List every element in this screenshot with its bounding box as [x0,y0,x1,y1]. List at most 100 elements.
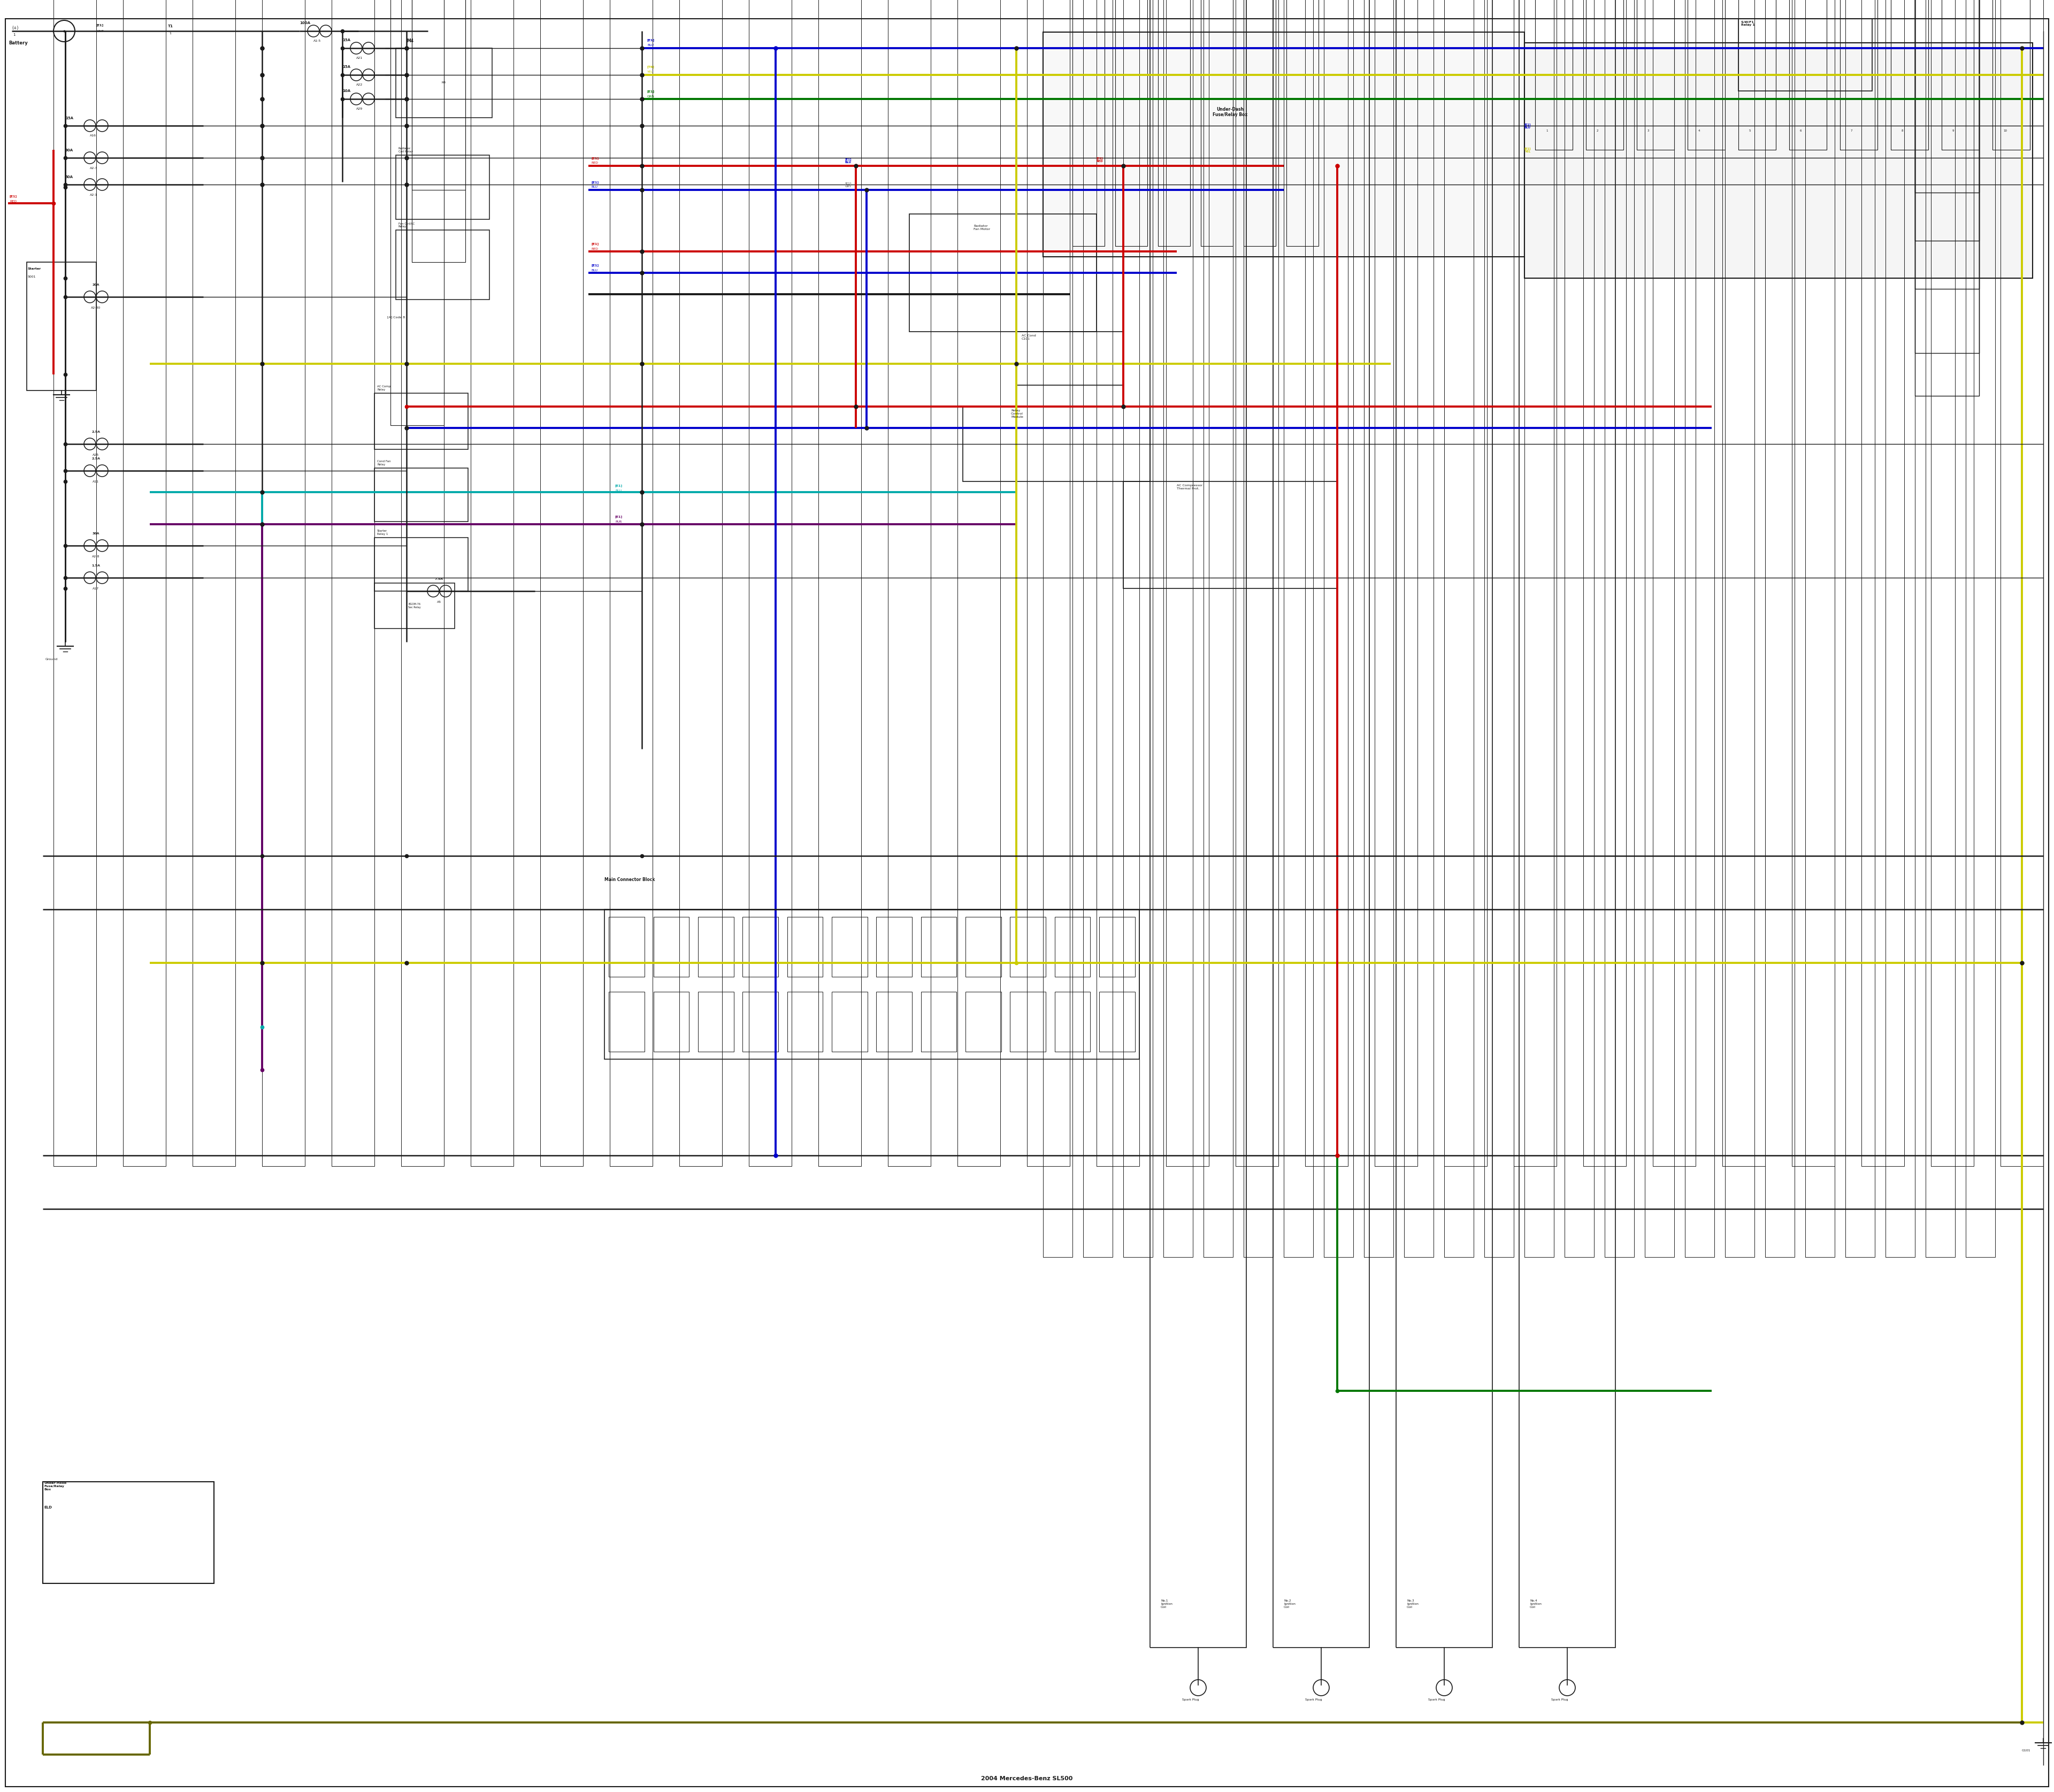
Bar [1914,0,1980,396]
Text: 1: 1 [12,34,14,36]
Bar [1444,0,1487,1167]
Bar [1374,0,1417,1167]
Bar [1167,0,1210,1167]
Bar [920,991,957,1052]
Bar [965,918,1000,977]
Bar [413,0,466,262]
Bar [1604,0,1635,1256]
Bar [1204,0,1232,1256]
Text: Under-Hood
Fuse/Relay
Box: Under-Hood Fuse/Relay Box [43,1482,66,1491]
Text: 1: 1 [168,32,170,34]
Bar [877,918,912,977]
Bar [1520,0,1614,1647]
Bar [653,918,690,977]
Bar [1861,0,1904,1167]
Bar [698,991,733,1052]
Bar [1237,0,1278,1167]
Text: Radiator
Fan Motor: Radiator Fan Motor [974,224,990,231]
Bar [920,918,957,977]
Bar [957,0,1000,1167]
Text: [E1]: [E1] [592,156,598,159]
Bar [396,156,489,219]
Text: M4: M4 [442,82,446,84]
Bar [43,1482,214,1584]
Text: 15A: 15A [66,116,74,120]
Bar [963,407,1150,482]
Text: YEL: YEL [647,70,653,73]
Text: Main Connector Block: Main Connector Block [604,878,655,882]
Bar [610,0,653,1167]
Bar [744,991,778,1052]
Text: A11: A11 [92,480,99,484]
Bar [1914,0,1980,192]
Bar [1586,0,1623,151]
Text: RED: RED [592,247,598,251]
Bar [1992,0,2029,151]
Bar [877,991,912,1052]
Text: Spark Plug: Spark Plug [1428,1699,1446,1701]
Text: 60A: 60A [66,176,74,179]
Text: 30A: 30A [66,149,74,152]
Text: Ground: Ground [45,658,58,661]
Bar [750,0,791,1167]
Bar [608,918,645,977]
Text: [E1]: [E1] [592,263,598,267]
Bar [27,262,97,391]
Bar [787,918,824,977]
Bar [374,392,468,450]
Text: No.3
Ignition
Coil: No.3 Ignition Coil [1407,1600,1419,1607]
Text: No.4
Ignition
Coil: No.4 Ignition Coil [1530,1600,1540,1607]
Bar [1284,0,1313,1256]
Bar [1150,0,1247,1647]
Bar [1892,0,1929,151]
Bar [1054,918,1091,977]
Text: BLU: BLU [647,43,653,47]
Bar [1325,0,1354,1256]
Bar [1243,0,1273,1256]
Bar [1243,0,1276,246]
Bar [1124,482,1337,588]
Text: [E1]: [E1] [614,514,622,518]
Bar [1097,0,1140,1167]
Text: (+): (+) [12,25,18,30]
Bar [1043,0,1072,1256]
Text: Battery: Battery [8,41,27,45]
Text: A25: A25 [92,453,99,457]
Bar [1723,0,1764,1167]
Bar [744,918,778,977]
Bar [193,0,236,1167]
Bar [1485,0,1514,1256]
Bar [1914,0,1980,240]
Text: Starter
Relay 1: Starter Relay 1 [378,530,388,536]
Text: GRN: GRN [647,95,655,99]
Bar [1397,0,1493,1647]
Bar [1914,0,1980,353]
Text: [T6]: [T6] [647,65,655,68]
Bar [123,0,166,1167]
Bar [1534,0,1573,151]
Text: Fan Ctrl/AC
Relay: Fan Ctrl/AC Relay [398,222,415,228]
Text: A2-3: A2-3 [90,167,99,170]
Bar [787,991,824,1052]
Text: A2-80: A2-80 [90,306,101,310]
Text: [E1]: [E1] [614,484,622,487]
Bar [1524,43,2033,278]
Text: Spark Plug: Spark Plug [1551,1699,1567,1701]
Text: Radiator
Coil Relay: Radiator Coil Relay [398,147,413,152]
Bar [1688,0,1725,151]
Text: BLU: BLU [614,489,622,493]
Bar [1286,0,1319,246]
Bar [1840,0,1877,151]
Bar [470,0,514,1167]
Text: 1.5A: 1.5A [92,564,101,566]
Text: AC Cond
C101: AC Cond C101 [1021,335,1035,340]
Text: Spark Plug: Spark Plug [1304,1699,1323,1701]
Bar [1364,0,1393,1256]
Text: 2.5A: 2.5A [92,430,101,434]
Text: A2-8: A2-8 [92,556,99,557]
Text: [E1]: [E1] [592,242,598,246]
Text: 100A: 100A [300,22,310,25]
Text: BLU: BLU [592,269,598,272]
Bar [413,0,466,190]
Text: 2.5A: 2.5A [92,457,101,461]
